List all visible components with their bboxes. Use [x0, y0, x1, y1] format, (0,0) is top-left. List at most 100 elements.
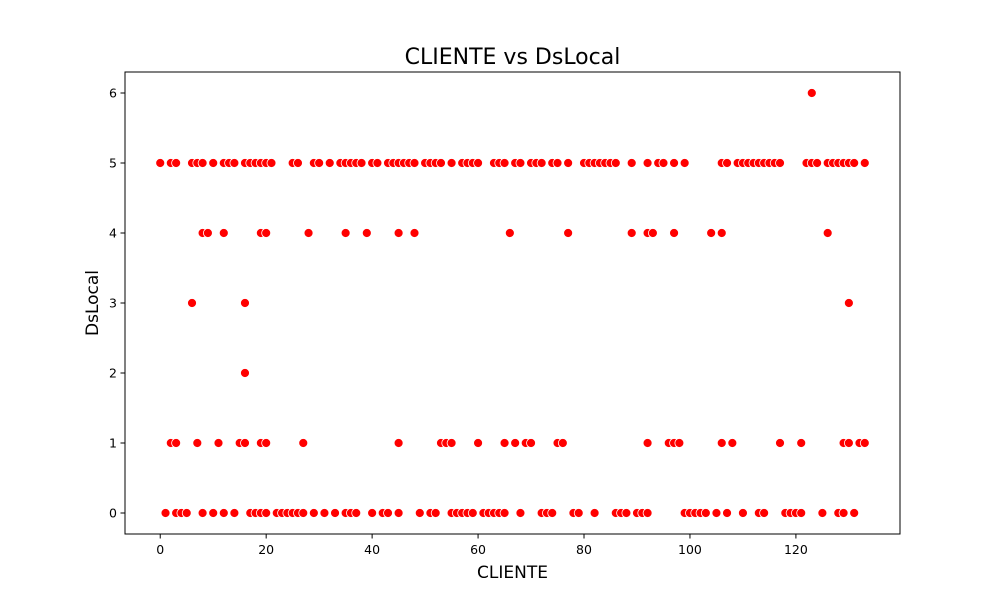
data-point [473, 438, 483, 448]
data-point [383, 508, 393, 518]
data-point [722, 158, 732, 168]
data-point [536, 158, 547, 168]
data-point [213, 438, 224, 448]
data-point [642, 508, 653, 518]
data-point [361, 228, 372, 238]
data-point [303, 228, 314, 238]
y-tick-label: 5 [109, 156, 117, 171]
data-point [218, 508, 229, 518]
data-point [319, 508, 330, 518]
data-point [674, 438, 685, 448]
data-point [563, 228, 574, 238]
data-point [515, 508, 526, 518]
data-point [356, 158, 367, 168]
data-point [298, 438, 309, 448]
data-point [261, 438, 272, 448]
data-point [314, 158, 325, 168]
data-point [467, 508, 478, 518]
data-point [573, 508, 584, 518]
y-tick-label: 4 [109, 226, 117, 241]
data-point [626, 228, 637, 238]
x-tick-label: 20 [258, 542, 274, 557]
data-point [393, 228, 404, 238]
y-tick-label: 3 [109, 296, 117, 311]
data-point [367, 508, 378, 518]
data-point [642, 158, 653, 168]
data-point [181, 508, 192, 518]
data-point [261, 508, 272, 518]
data-point [208, 508, 219, 518]
y-tick-label: 0 [109, 506, 117, 521]
data-point [547, 508, 558, 518]
data-point [716, 438, 727, 448]
data-point [759, 508, 770, 518]
data-point [393, 438, 404, 448]
data-point [642, 438, 653, 448]
y-tick-label: 1 [109, 436, 117, 451]
data-point [515, 158, 526, 168]
data-point [293, 158, 303, 168]
data-point [775, 438, 785, 448]
data-point [722, 508, 732, 518]
data-point [589, 508, 600, 518]
data-point [796, 438, 807, 448]
data-point [372, 158, 383, 168]
x-tick-label: 100 [678, 542, 702, 557]
x-tick-label: 0 [156, 542, 164, 557]
y-tick-label: 6 [109, 86, 117, 101]
x-tick-label: 120 [784, 542, 808, 557]
data-point [409, 228, 420, 238]
data-point [446, 158, 457, 168]
x-tick-label: 80 [576, 542, 592, 557]
data-point [330, 508, 340, 518]
data-point [351, 508, 362, 518]
data-point [499, 508, 510, 518]
data-point [261, 228, 272, 238]
x-axis-label: CLIENTE [477, 563, 548, 583]
data-point [859, 158, 870, 168]
data-point [436, 158, 446, 168]
data-point [308, 508, 319, 518]
data-point [393, 508, 404, 518]
data-point [817, 508, 828, 518]
data-point [229, 158, 240, 168]
data-point [229, 508, 240, 518]
data-point [526, 438, 536, 448]
data-point [504, 228, 515, 238]
data-point [414, 508, 425, 518]
data-point [240, 438, 250, 448]
data-point [473, 158, 483, 168]
data-point [621, 508, 632, 518]
data-point [298, 508, 309, 518]
data-point [738, 508, 748, 518]
data-point [806, 88, 817, 98]
data-point [610, 158, 621, 168]
data-point [669, 228, 679, 238]
data-point [706, 228, 717, 238]
data-point [240, 298, 250, 308]
data-point [679, 158, 690, 168]
data-point [446, 438, 457, 448]
data-point [510, 438, 521, 448]
data-point [203, 228, 213, 238]
data-point [647, 228, 658, 238]
data-point [711, 508, 722, 518]
data-point [849, 508, 860, 518]
y-axis: 0 1 2 3 4 5 6 [109, 86, 125, 521]
data-point [160, 508, 171, 518]
data-point [796, 508, 807, 518]
data-point [499, 438, 510, 448]
data-point [822, 228, 833, 238]
x-tick-label: 40 [364, 542, 380, 557]
data-point [838, 508, 849, 518]
data-point [626, 158, 637, 168]
data-point [859, 438, 870, 448]
data-point [563, 158, 574, 168]
data-point [812, 158, 822, 168]
chart-title: CLIENTE vs DsLocal [405, 45, 621, 70]
data-point [716, 228, 727, 238]
data-point [340, 228, 351, 238]
data-point [218, 228, 229, 238]
data-point [849, 158, 860, 168]
